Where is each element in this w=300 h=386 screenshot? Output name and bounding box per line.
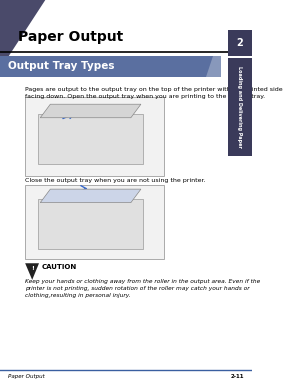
Text: 2-11: 2-11	[231, 374, 244, 379]
Text: Close the output tray when you are not using the printer.: Close the output tray when you are not u…	[25, 178, 206, 183]
FancyBboxPatch shape	[25, 185, 164, 259]
FancyBboxPatch shape	[0, 56, 221, 77]
Text: Paper Output: Paper Output	[8, 374, 44, 379]
Text: 2: 2	[236, 38, 243, 48]
Polygon shape	[25, 263, 39, 280]
Polygon shape	[206, 56, 221, 77]
Polygon shape	[40, 104, 141, 118]
Text: !: !	[31, 266, 34, 271]
Text: CAUTION: CAUTION	[41, 264, 77, 270]
FancyBboxPatch shape	[25, 96, 164, 176]
Polygon shape	[40, 189, 141, 203]
FancyBboxPatch shape	[228, 30, 252, 56]
FancyBboxPatch shape	[228, 58, 252, 156]
FancyBboxPatch shape	[38, 199, 143, 249]
Text: Paper Output: Paper Output	[18, 30, 123, 44]
Text: Keep your hands or clothing away from the roller in the output area. Even if the: Keep your hands or clothing away from th…	[25, 279, 260, 298]
FancyBboxPatch shape	[38, 114, 143, 164]
Text: Output Tray Types: Output Tray Types	[8, 61, 114, 71]
Text: Loading and Delivering Paper: Loading and Delivering Paper	[237, 66, 242, 148]
Text: Pages are output to the output tray on the top of the printer with the printed s: Pages are output to the output tray on t…	[25, 87, 283, 99]
Polygon shape	[0, 0, 45, 69]
